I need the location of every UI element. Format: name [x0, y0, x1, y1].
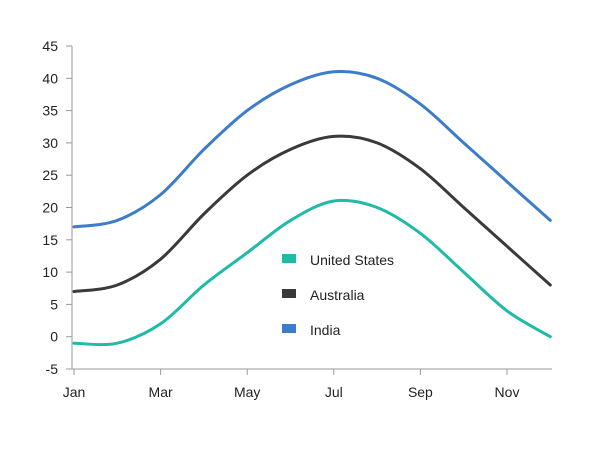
legend: United States Australia India: [282, 252, 394, 338]
series-line-united-states: [72, 198, 552, 347]
legend-swatch-australia: [282, 289, 296, 298]
y-tick-label: 15: [42, 232, 58, 248]
legend-swatch-india: [282, 324, 296, 333]
legend-label-united-states: United States: [310, 252, 394, 268]
y-tick-label: 30: [42, 135, 58, 151]
x-axis: Jan Mar May Jul Sep Nov: [63, 368, 552, 400]
x-tick-label: May: [234, 384, 260, 400]
x-tick-label: Nov: [495, 384, 520, 400]
y-axis: -5 0 5 10 15 20 25 30 35 40 45: [42, 38, 73, 377]
legend-swatch-united-states: [282, 254, 296, 263]
y-tick-label: 20: [42, 200, 58, 216]
x-tick-label: Sep: [408, 384, 433, 400]
y-tick-label: 40: [42, 70, 58, 86]
y-tick-label: 35: [42, 103, 58, 119]
legend-label-australia: Australia: [310, 287, 365, 303]
x-tick-label: Jul: [325, 384, 343, 400]
y-tick-label: 0: [50, 329, 58, 345]
series-line-australia: [72, 134, 552, 293]
y-tick-label: 5: [50, 296, 58, 312]
series-lines: [72, 70, 552, 347]
legend-label-india: India: [310, 322, 341, 338]
x-tick-label: Mar: [149, 384, 173, 400]
y-tick-label: 25: [42, 167, 58, 183]
y-tick-label: 45: [42, 38, 58, 54]
y-tick-label: -5: [46, 361, 59, 377]
series-line-india: [72, 70, 552, 229]
y-tick-label: 10: [42, 264, 58, 280]
x-tick-label: Jan: [63, 384, 86, 400]
